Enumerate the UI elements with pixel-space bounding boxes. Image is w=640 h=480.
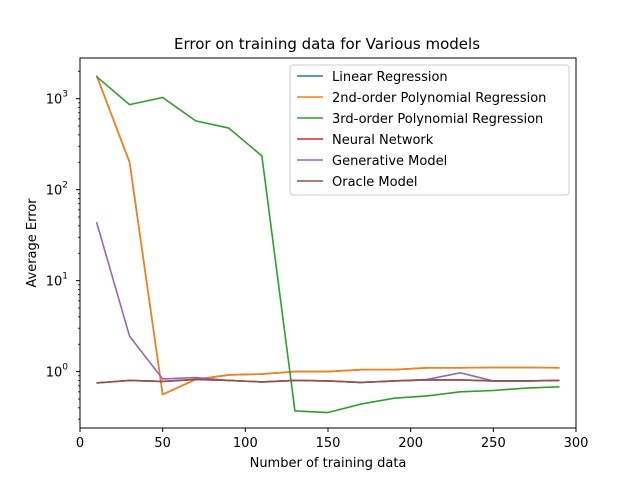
y-axis-title: Average Error xyxy=(25,198,40,288)
series-line-2 xyxy=(95,75,560,396)
legend: Linear Regression 2nd-order Polynomial Re… xyxy=(289,64,570,196)
legend-label: 3rd-order Polynomial Regression xyxy=(332,112,543,127)
legend-box xyxy=(289,64,570,196)
x-tick-label: 150 xyxy=(316,436,341,451)
legend-label: Neural Network xyxy=(332,133,434,148)
y-tick-label: 101 xyxy=(46,272,68,290)
x-tick-label: 50 xyxy=(154,436,171,451)
y-tick-label: 103 xyxy=(46,90,68,108)
legend-label: Linear Regression xyxy=(332,70,448,85)
x-tick-label: 250 xyxy=(481,436,506,451)
x-tick-label: 100 xyxy=(233,436,258,451)
series-line-6 xyxy=(96,378,560,384)
y-axis: 100 101 102 103 xyxy=(46,70,80,420)
x-tick-label: 300 xyxy=(564,436,589,451)
y-tick-label: 102 xyxy=(46,181,68,199)
legend-label: Oracle Model xyxy=(332,175,417,190)
chart-title: Error on training data for Various model… xyxy=(174,35,480,53)
plot-area xyxy=(95,75,560,414)
series-line-5 xyxy=(95,221,560,384)
series-line-3 xyxy=(96,75,560,414)
legend-label: 2nd-order Polynomial Regression xyxy=(332,91,546,106)
x-axis: 0 50 100 150 200 250 300 xyxy=(76,428,589,451)
x-tick-label: 200 xyxy=(398,436,423,451)
x-tick-label: 0 xyxy=(76,436,84,451)
y-tick-label: 100 xyxy=(46,363,69,381)
legend-label: Generative Model xyxy=(332,154,447,169)
x-axis-title: Number of training data xyxy=(250,456,407,471)
